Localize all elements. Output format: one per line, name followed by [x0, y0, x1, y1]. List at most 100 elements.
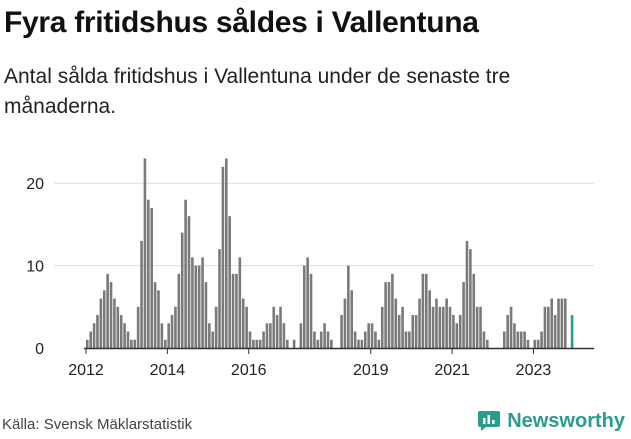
- bar: [441, 306, 445, 348]
- bar: [106, 273, 109, 348]
- bar: [258, 339, 262, 348]
- bar: [136, 306, 140, 348]
- bar: [455, 323, 459, 348]
- bar: [363, 331, 367, 348]
- bar: [214, 306, 218, 348]
- source-note: Källa: Svensk Mäklarstatistik: [2, 416, 193, 433]
- bar: [479, 306, 482, 348]
- bar: [391, 273, 394, 348]
- bar: [526, 339, 530, 348]
- bar: [360, 339, 364, 348]
- bar: [445, 298, 448, 348]
- bar: [269, 323, 272, 348]
- bar: [509, 306, 513, 348]
- bar: [292, 339, 296, 348]
- bar: [208, 323, 211, 348]
- bar: [469, 249, 472, 348]
- bar: [523, 331, 526, 348]
- bar: [228, 216, 231, 348]
- bar: [174, 306, 177, 348]
- bar: [557, 298, 560, 348]
- bar: [248, 331, 252, 348]
- bar: [109, 282, 113, 348]
- bar: [119, 315, 123, 348]
- bar: [411, 315, 415, 348]
- bar: [96, 315, 99, 348]
- brand-name: Newsworthy: [507, 409, 625, 432]
- bar: [353, 331, 357, 348]
- bar: [204, 282, 208, 348]
- x-tick-label: 2021: [434, 362, 470, 379]
- bar: [201, 257, 204, 348]
- x-tick-label: 2023: [516, 362, 552, 379]
- bar: [486, 339, 489, 348]
- bar: [140, 240, 143, 348]
- bar: [465, 240, 469, 348]
- bar: [401, 306, 404, 348]
- chart-subtitle: Antal sålda fritidshus i Vallentuna unde…: [4, 65, 511, 118]
- bar: [218, 249, 221, 348]
- bar: [224, 158, 228, 348]
- bar: [404, 331, 408, 348]
- bar: [160, 323, 164, 348]
- bar: [414, 315, 418, 348]
- newsworthy-logo-icon: [478, 411, 501, 431]
- bar: [350, 290, 354, 348]
- bar: [377, 339, 381, 348]
- bar: [262, 331, 265, 348]
- bar: [231, 273, 235, 348]
- bar: [86, 339, 89, 348]
- axis-labels: 0 10 20 2012 2014 2016 2019 2021 2023 4: [26, 140, 583, 379]
- y-tick-label: 10: [26, 259, 44, 276]
- bar: [286, 339, 289, 348]
- bar: [92, 323, 96, 348]
- bar: [153, 282, 157, 348]
- bar: [326, 331, 330, 348]
- bar: [177, 273, 181, 348]
- bar: [431, 306, 435, 348]
- bar: [170, 315, 174, 348]
- bar: [309, 273, 313, 348]
- bar: [255, 339, 259, 348]
- bar: [502, 331, 506, 348]
- bar: [184, 199, 187, 348]
- bar: [133, 339, 137, 348]
- bar: [272, 306, 276, 348]
- chart-title: Fyra fritidshus såldes i Vallentuna: [4, 6, 479, 39]
- bar: [99, 298, 103, 348]
- bar: [472, 273, 476, 348]
- bar: [113, 298, 116, 348]
- bar: [547, 306, 550, 348]
- bar: [516, 331, 520, 348]
- bar: [302, 265, 306, 348]
- bar: [394, 298, 398, 348]
- y-tick-label: 20: [26, 176, 44, 193]
- gridlines: [54, 182, 595, 267]
- bar: [265, 323, 269, 348]
- bar: [340, 315, 343, 348]
- bar: [563, 298, 567, 348]
- bar-chart: 0 10 20 2012 2014 2016 2019 2021 2023 4: [26, 140, 595, 379]
- bar: [513, 323, 516, 348]
- bar: [343, 298, 347, 348]
- bar: [435, 298, 438, 348]
- bar: [452, 315, 455, 348]
- bar: [462, 282, 465, 348]
- bar: [279, 306, 282, 348]
- bar: [143, 158, 147, 348]
- bar: [221, 166, 225, 348]
- bar: [238, 257, 242, 348]
- bar: [147, 199, 150, 348]
- bar: [299, 323, 303, 348]
- bar: [408, 331, 411, 348]
- bar: [241, 298, 245, 348]
- bar: [428, 290, 431, 348]
- bar: [367, 323, 370, 348]
- bar: [560, 298, 564, 348]
- brand-logo[interactable]: Newsworthy: [477, 409, 625, 433]
- bar: [316, 339, 320, 348]
- bar: [323, 323, 326, 348]
- bar: [475, 306, 479, 348]
- bar: [150, 207, 154, 348]
- bar: [506, 315, 509, 348]
